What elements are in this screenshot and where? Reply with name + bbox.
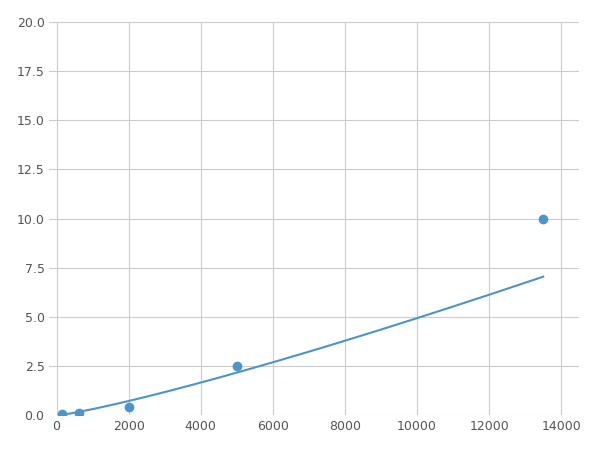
Point — [58, 411, 67, 418]
Point — [124, 404, 134, 411]
Point — [74, 410, 84, 417]
Point — [538, 215, 548, 222]
Point — [232, 363, 242, 370]
